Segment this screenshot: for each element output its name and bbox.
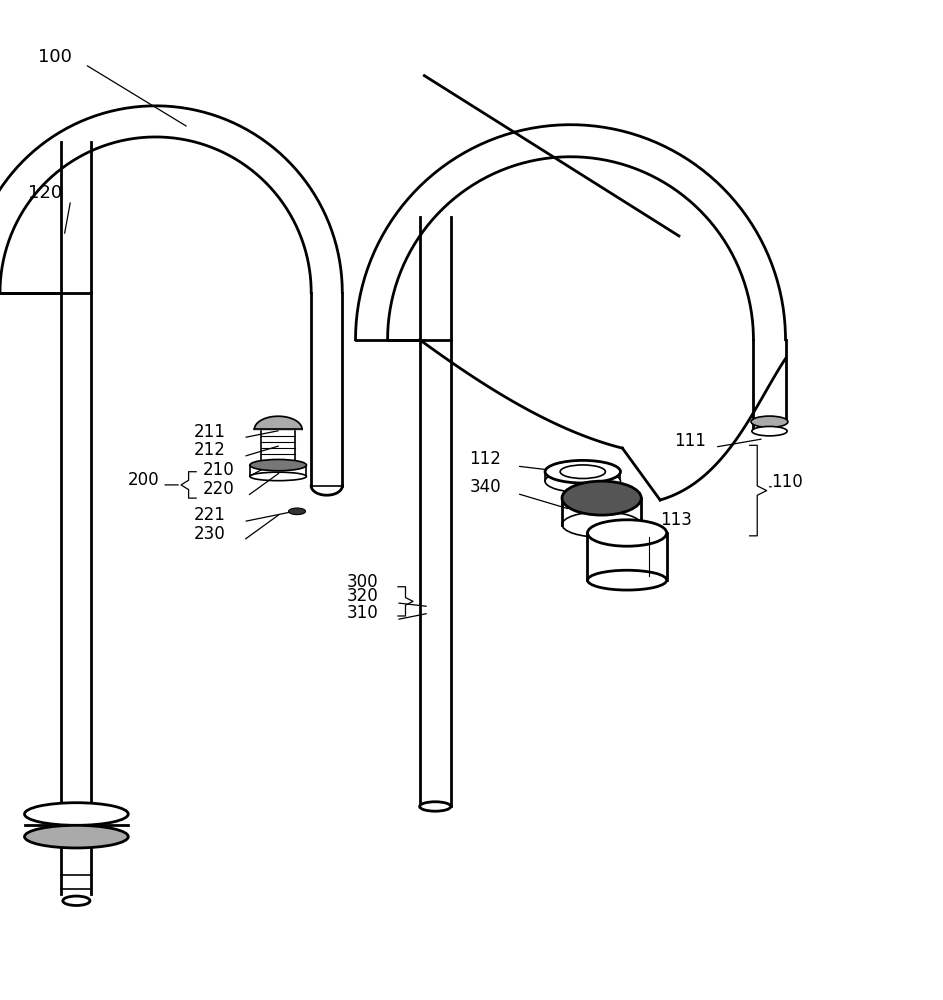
Ellipse shape xyxy=(751,416,788,427)
Text: 100: 100 xyxy=(38,48,72,66)
Text: 230: 230 xyxy=(193,525,225,543)
Ellipse shape xyxy=(25,803,128,825)
Text: 210: 210 xyxy=(203,461,235,479)
Text: 112: 112 xyxy=(470,450,502,468)
Text: 111: 111 xyxy=(674,432,706,450)
Ellipse shape xyxy=(250,459,306,471)
Ellipse shape xyxy=(63,896,90,905)
Ellipse shape xyxy=(562,512,641,537)
Text: 221: 221 xyxy=(193,506,225,524)
Ellipse shape xyxy=(420,802,451,811)
Ellipse shape xyxy=(560,465,605,478)
Ellipse shape xyxy=(752,426,787,436)
Text: 220: 220 xyxy=(203,480,235,498)
Ellipse shape xyxy=(545,470,620,492)
Text: 200: 200 xyxy=(127,471,159,489)
Ellipse shape xyxy=(25,825,128,848)
Ellipse shape xyxy=(587,570,667,590)
Text: 113: 113 xyxy=(660,511,692,529)
Text: 320: 320 xyxy=(347,587,379,605)
Ellipse shape xyxy=(250,472,306,481)
Text: 300: 300 xyxy=(347,573,379,591)
Ellipse shape xyxy=(562,481,641,515)
Text: 211: 211 xyxy=(193,423,225,441)
Ellipse shape xyxy=(587,520,667,546)
Text: 310: 310 xyxy=(347,604,379,622)
Ellipse shape xyxy=(545,460,620,483)
Text: 120: 120 xyxy=(28,184,62,202)
Ellipse shape xyxy=(289,508,306,515)
Text: 340: 340 xyxy=(470,478,502,496)
Text: 212: 212 xyxy=(193,441,225,459)
Text: 110: 110 xyxy=(771,473,803,491)
